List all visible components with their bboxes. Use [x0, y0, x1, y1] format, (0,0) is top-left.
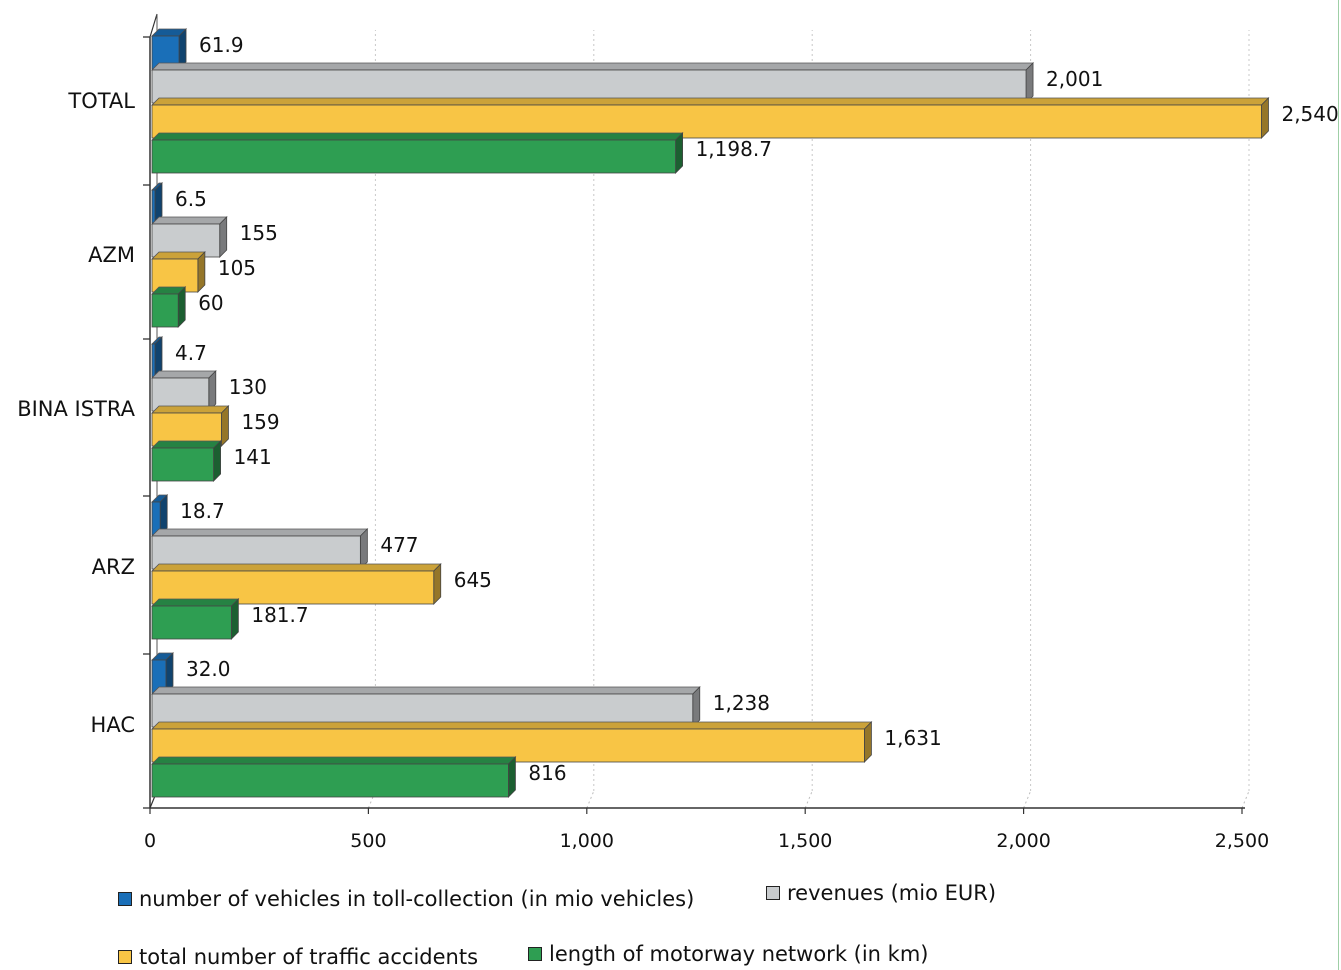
- data-label: 1,238: [713, 691, 770, 715]
- bar-top-face: [151, 370, 217, 379]
- x-tick-label: 2,000: [996, 830, 1050, 852]
- category-label: BINA ISTRA: [17, 397, 135, 421]
- data-label: 2,540: [1281, 102, 1338, 126]
- gridline-floor: [1023, 790, 1032, 809]
- bar-side-face: [221, 405, 229, 447]
- data-label: 32.0: [186, 657, 231, 681]
- bar: [151, 139, 676, 174]
- data-label: 816: [528, 761, 566, 785]
- data-label: 61.9: [199, 33, 244, 57]
- data-label: 1,198.7: [696, 137, 772, 161]
- bar: [151, 189, 156, 224]
- category-label: AZM: [88, 243, 135, 267]
- bar: [151, 343, 156, 378]
- legend-item-revenues: revenues (mio EUR): [766, 881, 996, 905]
- legend-swatch-accidents: [118, 950, 132, 964]
- legend-label-accidents: total number of traffic accidents: [139, 945, 479, 969]
- category-label: HAC: [91, 713, 135, 737]
- bar-top-face: [151, 686, 701, 695]
- bar: [151, 605, 232, 640]
- legend-item-vehicles: number of vehicles in toll-collection (i…: [118, 887, 694, 911]
- x-tick-label: 0: [144, 830, 156, 852]
- labels: 0 500 1,000 1,500 2,000 2,500 TOTAL AZM BINA IST…: [17, 33, 1339, 852]
- bar-side-face: [359, 528, 368, 570]
- bar: [151, 447, 214, 482]
- data-label: 2,001: [1046, 67, 1103, 91]
- bar-side-face: [177, 286, 186, 328]
- grid: [367, 30, 1250, 809]
- data-label: 4.7: [175, 341, 207, 365]
- bar-side-face: [1025, 62, 1034, 104]
- x-tick-label: 500: [350, 830, 386, 852]
- bar: [151, 258, 199, 293]
- data-label: 105: [218, 256, 256, 280]
- bar-side-face: [1261, 97, 1269, 139]
- bar: [151, 412, 222, 447]
- bar-side-face: [213, 440, 221, 482]
- bar-top-face: [151, 216, 228, 225]
- bars: [151, 28, 1270, 798]
- bar: [151, 104, 1262, 139]
- legend-label-motorway: length of motorway network (in km): [549, 942, 929, 966]
- page-edge-rule: [1338, 0, 1339, 970]
- bar-top-face: [151, 528, 369, 537]
- data-label: 645: [454, 568, 492, 592]
- bar-side-face: [219, 216, 228, 258]
- bar-side-face: [197, 251, 206, 293]
- bar-top-face: [151, 405, 230, 414]
- bar-top-face: [151, 62, 1035, 71]
- bar-top-face: [151, 598, 240, 607]
- gridline-floor: [804, 790, 813, 809]
- bar: [151, 377, 210, 412]
- bar: [151, 69, 1027, 104]
- data-label: 1,631: [884, 726, 941, 750]
- legend-label-vehicles: number of vehicles in toll-collection (i…: [139, 887, 695, 911]
- gridline-floor: [586, 790, 595, 809]
- bar-top-face: [151, 756, 517, 765]
- bar-side-face: [433, 563, 442, 605]
- bar-side-face: [864, 721, 872, 763]
- bar-side-face: [230, 598, 239, 640]
- legend-swatch-motorway: [528, 947, 542, 961]
- bar: [151, 693, 694, 728]
- bar-side-face: [675, 132, 683, 174]
- data-label: 60: [198, 291, 223, 315]
- legend-item-motorway: length of motorway network (in km): [528, 942, 928, 966]
- bar: [151, 223, 221, 258]
- bar-side-face: [208, 370, 217, 412]
- x-tick-label: 2,500: [1215, 830, 1269, 852]
- bar-side-face: [508, 756, 516, 798]
- data-label: 477: [380, 533, 418, 557]
- data-label: 18.7: [180, 499, 225, 523]
- data-label: 6.5: [175, 187, 207, 211]
- legend-swatch-vehicles: [118, 892, 132, 906]
- x-tick-label: 1,000: [560, 830, 614, 852]
- bar: [151, 535, 361, 570]
- bar: [151, 570, 435, 605]
- bar-top-face: [151, 563, 442, 572]
- data-label: 141: [234, 445, 272, 469]
- data-label: 159: [241, 410, 279, 434]
- bar: [151, 763, 509, 798]
- gridline-floor: [1241, 790, 1250, 809]
- data-label: 181.7: [251, 603, 308, 627]
- data-label: 130: [229, 375, 267, 399]
- bar: [151, 728, 865, 763]
- bar-top-face: [151, 251, 206, 260]
- legend-label-revenues: revenues (mio EUR): [787, 881, 997, 905]
- bar-top-face: [151, 721, 873, 730]
- bar-top-face: [151, 132, 684, 141]
- legend-swatch-revenues: [766, 886, 780, 900]
- category-label: ARZ: [92, 555, 135, 579]
- data-label: 155: [240, 221, 278, 245]
- category-label: TOTAL: [67, 89, 135, 113]
- legend-item-accidents: total number of traffic accidents: [118, 945, 478, 969]
- bar-top-face: [151, 97, 1270, 106]
- bar: [151, 293, 179, 328]
- bar-top-face: [151, 440, 222, 449]
- x-tick-label: 1,500: [778, 830, 832, 852]
- y-axis-depth: [149, 13, 158, 38]
- bar-side-face: [692, 686, 701, 728]
